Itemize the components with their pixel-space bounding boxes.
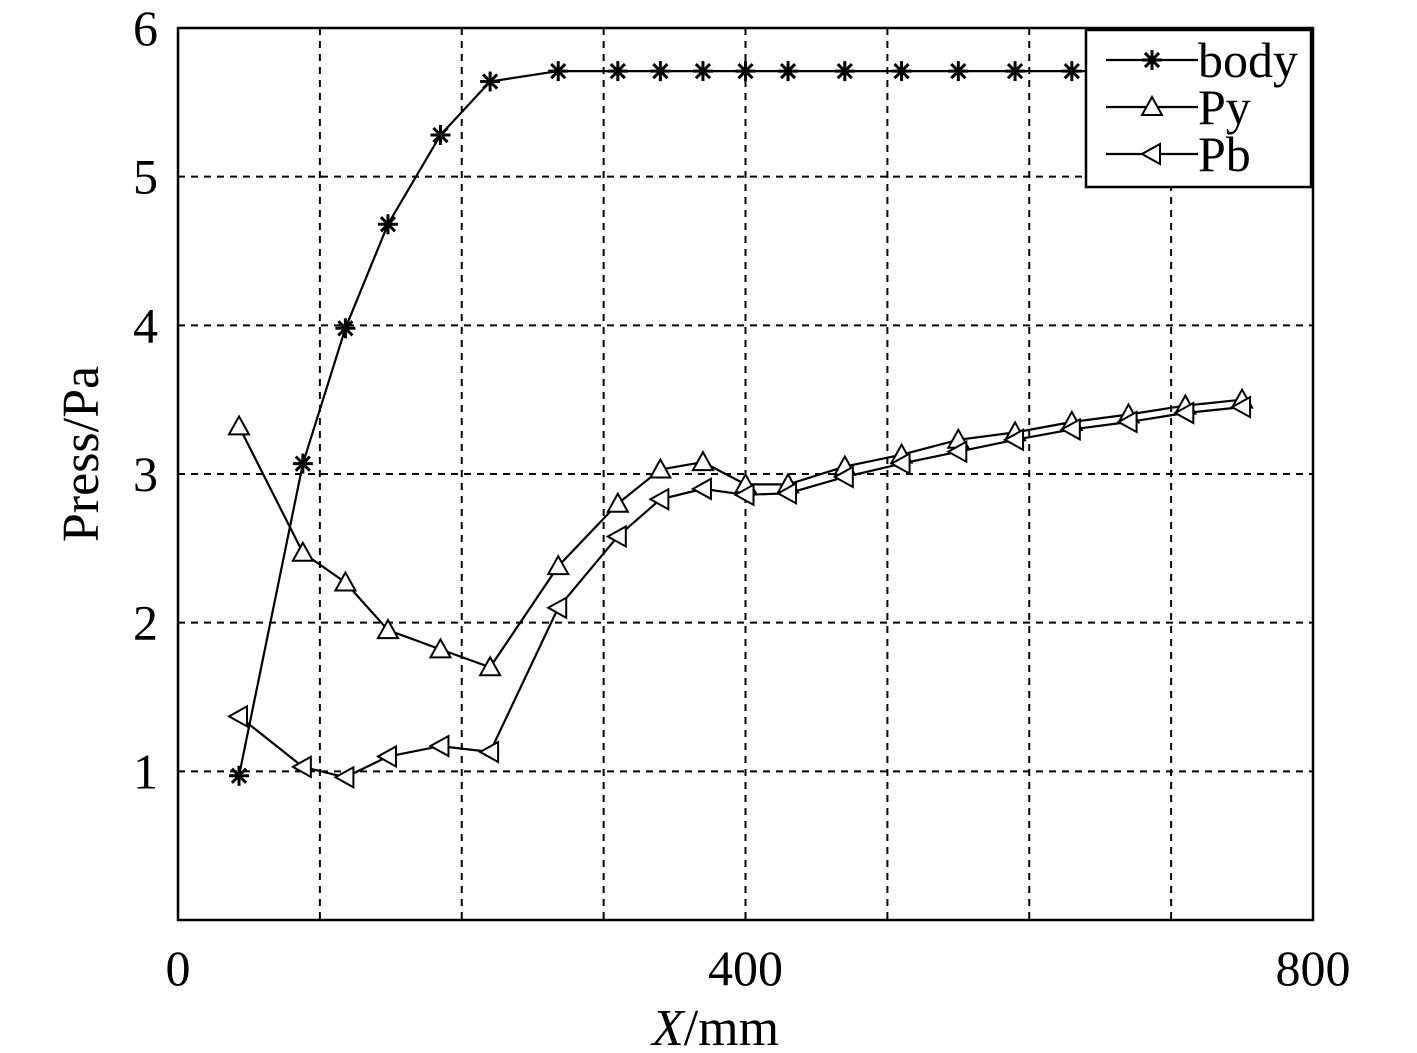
point-Pb-19 xyxy=(1230,395,1252,419)
y-axis-title: Press/Pa xyxy=(53,366,110,542)
x-tick-label-400: 400 xyxy=(708,940,783,996)
point-body-1 xyxy=(292,453,313,474)
point-Pb-9 xyxy=(690,477,712,501)
point-Pb-7 xyxy=(605,524,627,549)
series-Py xyxy=(227,387,1254,677)
y-tick-label-6: 6 xyxy=(133,0,158,56)
legend-entry-body: body xyxy=(1106,32,1298,88)
point-body-4 xyxy=(430,125,451,146)
point-Pb-6 xyxy=(546,596,568,620)
legend-marker-body xyxy=(1142,50,1162,70)
y-tick-label-4: 4 xyxy=(133,297,158,353)
point-Pb-10 xyxy=(733,483,755,507)
y-tick-label-1: 1 xyxy=(133,743,158,799)
legend-label-Pb: Pb xyxy=(1198,126,1251,182)
point-body-8 xyxy=(650,61,671,82)
point-Py-1 xyxy=(291,540,315,562)
grid-lines xyxy=(178,28,1313,920)
point-Pb-14 xyxy=(946,440,968,464)
point-Pb-3 xyxy=(375,744,397,769)
legend-entry-Py: Py xyxy=(1106,79,1251,135)
point-Pb-5 xyxy=(478,740,500,764)
point-body-9 xyxy=(692,61,713,82)
series-line-Py xyxy=(238,398,1243,669)
x-axis-title-unit: /mm xyxy=(684,1000,779,1053)
point-Py-0 xyxy=(227,414,251,436)
point-Py-9 xyxy=(691,450,715,472)
legend-label-Py: Py xyxy=(1198,79,1251,135)
point-Pb-12 xyxy=(832,465,854,489)
point-body-13 xyxy=(891,61,912,82)
legend-box xyxy=(1084,28,1313,189)
x-tick-label-800: 800 xyxy=(1276,940,1351,996)
legend-label-body: body xyxy=(1198,32,1298,88)
point-Py-5 xyxy=(478,655,502,677)
x-tick-label-0: 0 xyxy=(166,940,191,996)
tick-labels: 0 400 800 1 2 3 4 5 6 xyxy=(133,0,1351,996)
point-body-2 xyxy=(335,318,356,339)
point-body-6 xyxy=(548,61,569,82)
point-Pb-15 xyxy=(1003,428,1025,452)
point-body-5 xyxy=(480,71,501,92)
legend-marker-Pb xyxy=(1139,142,1161,166)
point-Pb-0 xyxy=(226,704,249,729)
point-body-14 xyxy=(948,61,969,82)
point-Pb-16 xyxy=(1059,417,1081,442)
point-Pb-1 xyxy=(290,755,312,779)
point-body-11 xyxy=(778,61,799,82)
point-Py-4 xyxy=(428,637,453,659)
point-Py-6 xyxy=(546,554,570,576)
series-layer xyxy=(226,61,1254,789)
legend-entry-Pb: Pb xyxy=(1106,126,1251,182)
point-body-10 xyxy=(735,61,756,82)
point-Pb-17 xyxy=(1116,410,1138,434)
point-body-15 xyxy=(1005,61,1026,82)
y-tick-label-2: 2 xyxy=(133,595,158,651)
point-body-3 xyxy=(377,214,398,235)
point-Py-2 xyxy=(333,570,358,592)
point-body-16 xyxy=(1061,61,1082,82)
y-tick-label-5: 5 xyxy=(133,149,158,205)
point-body-7 xyxy=(607,61,628,82)
point-body-12 xyxy=(834,61,855,82)
point-Pb-8 xyxy=(648,487,670,511)
x-axis-title: X/mm xyxy=(650,1000,779,1053)
x-axis-title-variable: X xyxy=(650,1000,686,1053)
point-Pb-2 xyxy=(333,765,355,789)
point-Py-8 xyxy=(648,457,673,479)
legend-marker-Py xyxy=(1140,94,1164,116)
point-body-0 xyxy=(229,765,250,786)
point-Pb-13 xyxy=(889,451,911,476)
y-tick-label-3: 3 xyxy=(133,446,158,502)
series-Pb xyxy=(226,395,1252,789)
point-Py-3 xyxy=(376,618,400,640)
point-Pb-11 xyxy=(776,481,798,506)
point-Pb-4 xyxy=(428,734,450,758)
plot-frame xyxy=(176,26,1315,922)
point-Py-7 xyxy=(606,491,630,513)
point-Pb-18 xyxy=(1173,401,1195,425)
